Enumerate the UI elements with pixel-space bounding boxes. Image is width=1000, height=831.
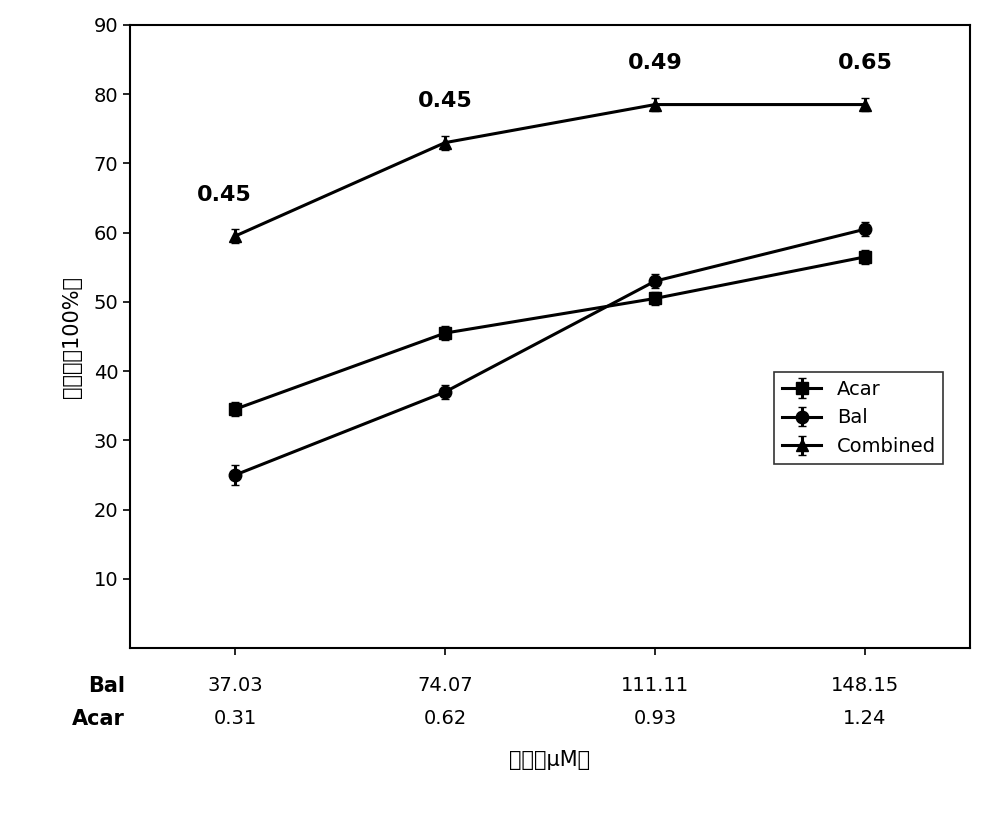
Text: 0.45: 0.45 [197,185,252,205]
Text: 0.93: 0.93 [633,710,677,728]
Text: 148.15: 148.15 [831,676,899,695]
Text: 0.65: 0.65 [838,53,892,73]
Text: 74.07: 74.07 [417,676,473,695]
Text: 浓度（μM）: 浓度（μM） [509,750,591,770]
Text: 0.62: 0.62 [423,710,467,728]
Text: 1.24: 1.24 [843,710,887,728]
Text: 37.03: 37.03 [207,676,263,695]
Text: 0.31: 0.31 [213,710,257,728]
Text: Acar: Acar [72,709,125,729]
Text: Bal: Bal [88,676,125,696]
Y-axis label: 抑制率（100%）: 抑制率（100%） [62,276,82,397]
Legend: Acar, Bal, Combined: Acar, Bal, Combined [774,372,943,464]
Text: 0.49: 0.49 [628,53,682,73]
Text: 0.45: 0.45 [418,91,472,111]
Text: 111.11: 111.11 [621,676,689,695]
